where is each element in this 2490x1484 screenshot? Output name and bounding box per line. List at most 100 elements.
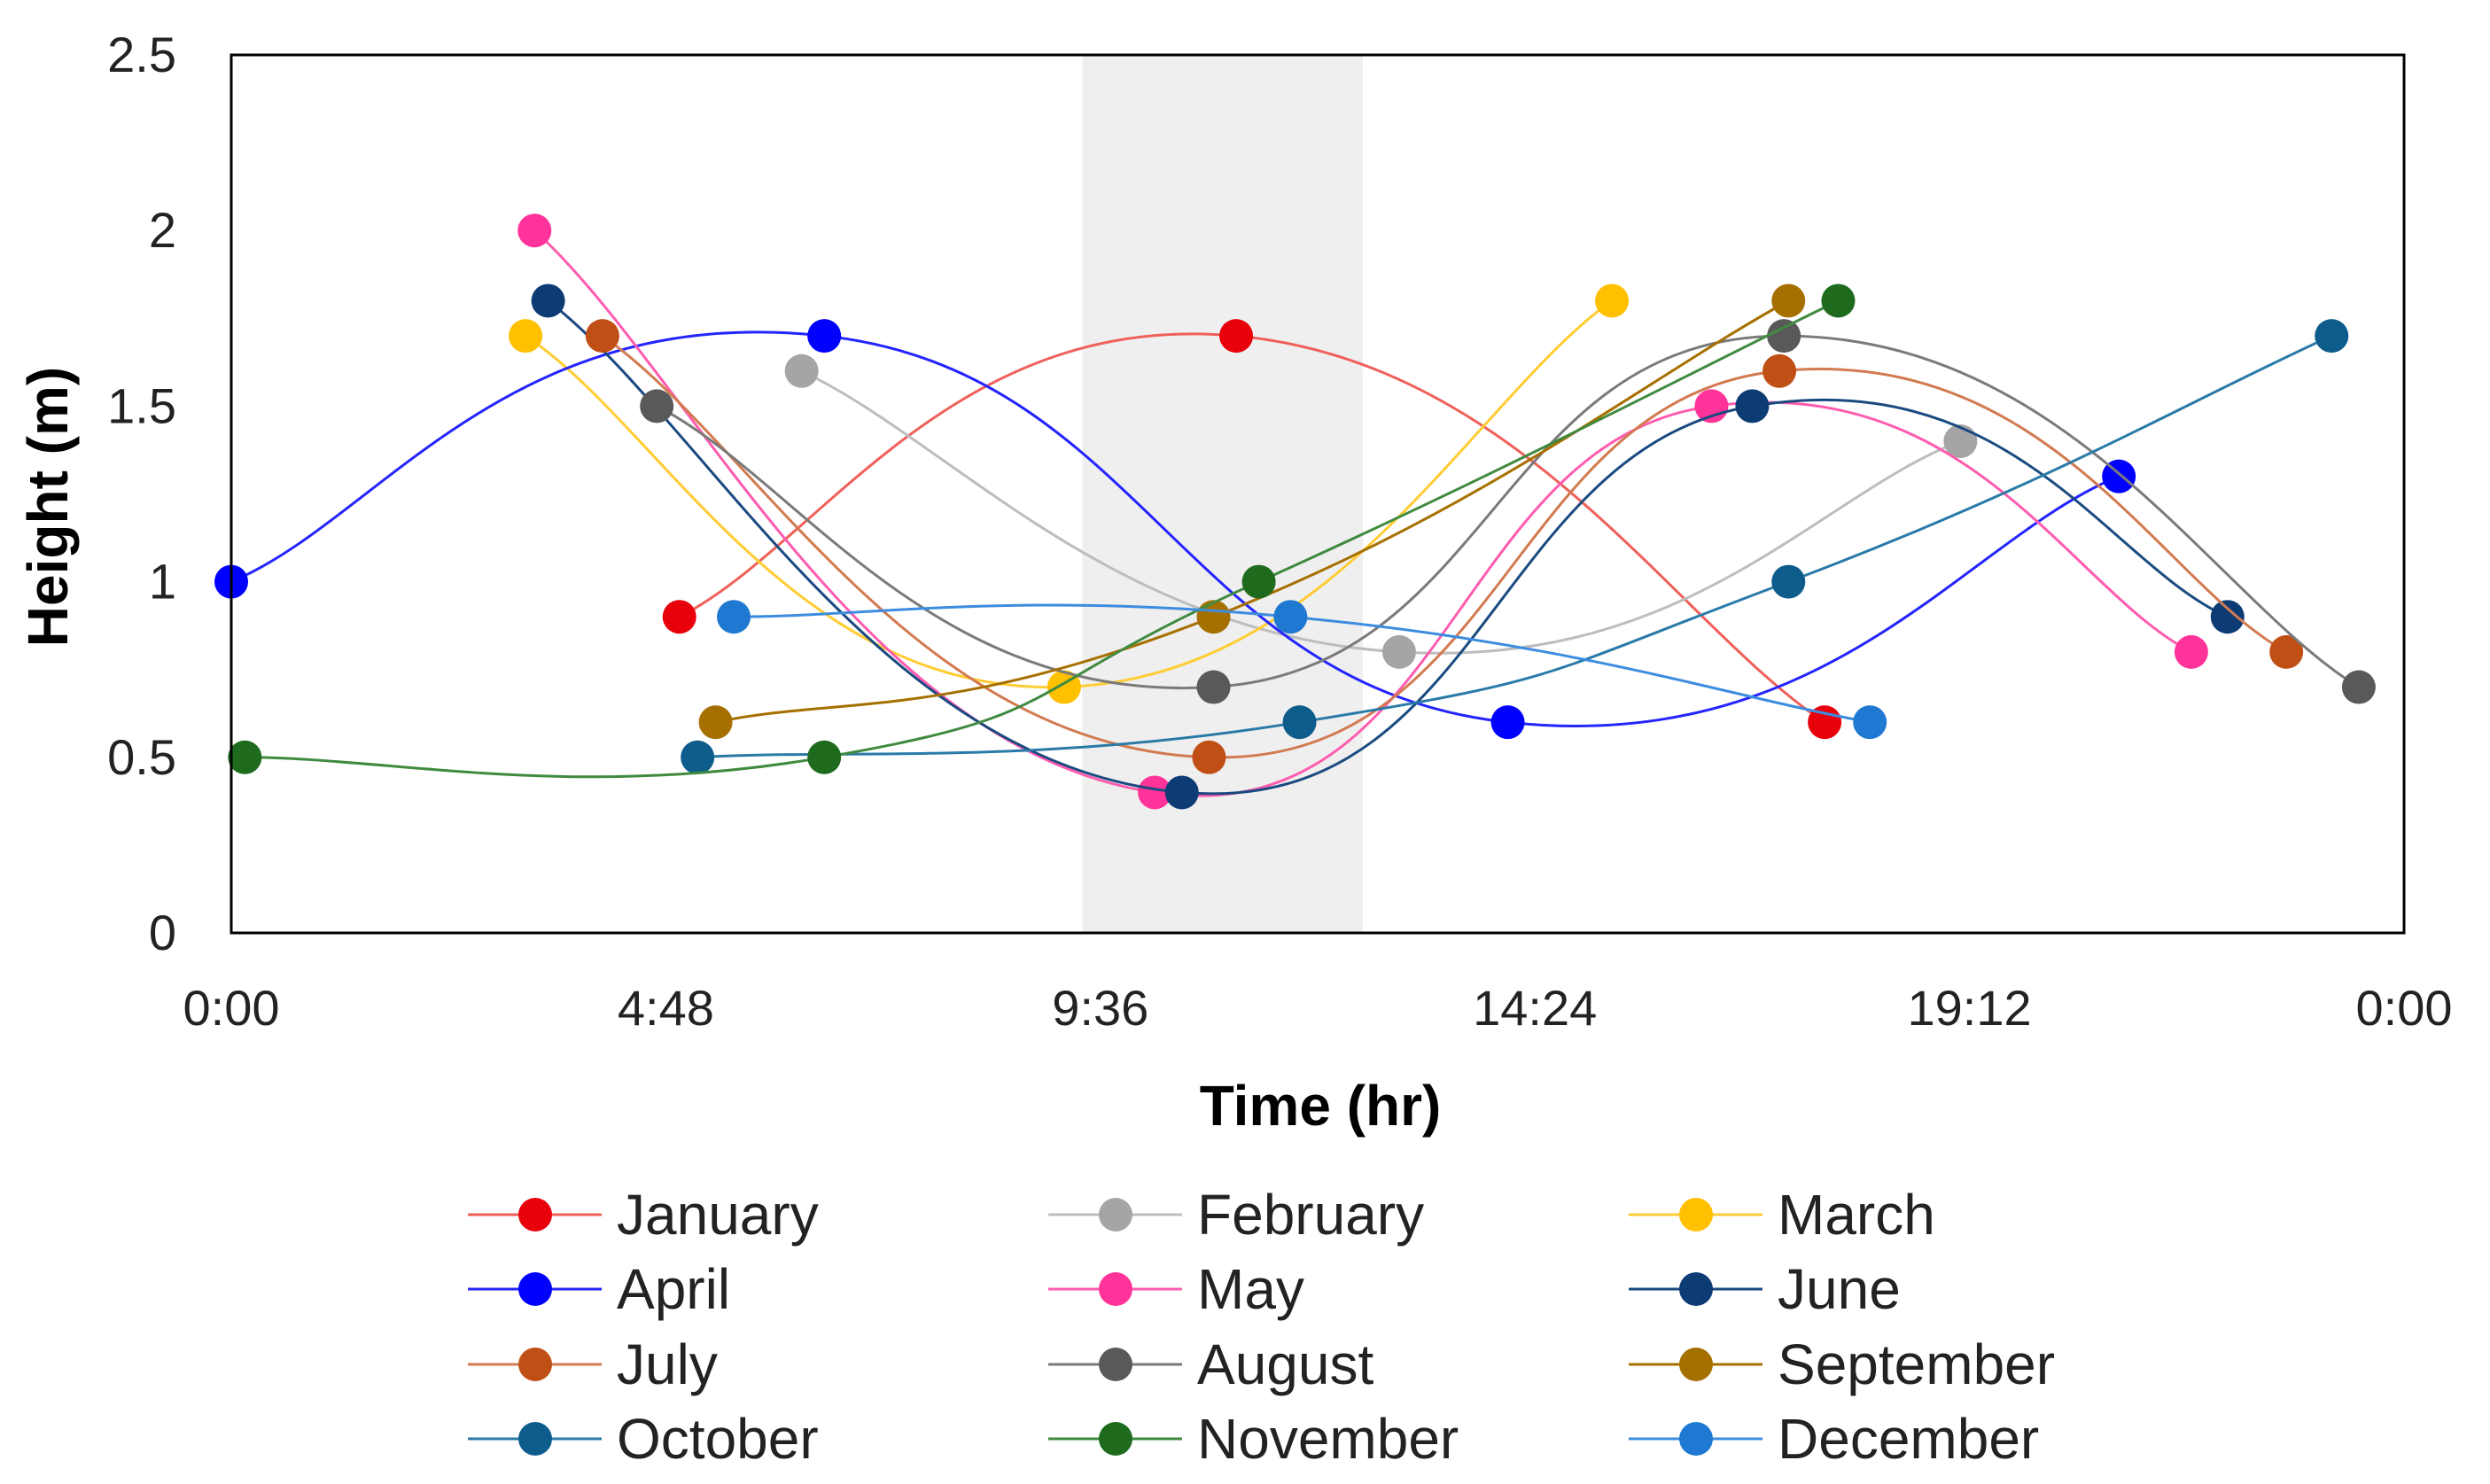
y-tick-label: 1.5 (107, 377, 176, 433)
legend-label: May (1197, 1257, 1304, 1321)
y-tick-label: 1 (149, 554, 176, 610)
data-point-september (698, 705, 733, 740)
data-point-january (1219, 319, 1254, 354)
data-point-october (2315, 319, 2349, 354)
series-july (585, 319, 2304, 774)
y-tick-label: 2.5 (107, 27, 176, 82)
data-point-december (1273, 600, 1308, 634)
legend-label: September (1778, 1332, 2055, 1396)
legend-item-march: March (1629, 1183, 1935, 1247)
legend-item-january: January (468, 1183, 819, 1247)
series-line-october (697, 334, 2332, 759)
shaded-band (1082, 55, 1364, 933)
legend-item-august: August (1048, 1332, 1373, 1396)
legend-item-may: May (1048, 1257, 1304, 1321)
legend-item-september: September (1629, 1332, 2055, 1396)
data-point-march (1595, 284, 1630, 318)
legend-item-june: June (1629, 1257, 1901, 1321)
data-point-november (228, 740, 262, 774)
legend-marker (518, 1348, 552, 1381)
data-point-october (1282, 705, 1317, 740)
data-point-february (1943, 424, 1978, 459)
data-point-september (1771, 284, 1806, 318)
x-tick-label: 19:12 (1908, 980, 2032, 1036)
series-may (517, 214, 2208, 810)
series-line-february (800, 369, 1961, 655)
x-tick-label: 0:00 (183, 980, 280, 1036)
shaded-band-layer (1082, 55, 1364, 933)
legend-marker (518, 1422, 552, 1456)
series-line-august (656, 334, 2360, 690)
series-line-june (547, 299, 2229, 796)
legend-item-october: October (468, 1407, 819, 1471)
data-point-august (1196, 670, 1231, 704)
data-point-may (1138, 775, 1172, 810)
data-point-may (2174, 634, 2208, 669)
legend-label: April (617, 1257, 730, 1321)
y-tick-label: 2 (149, 202, 176, 258)
legend: January February March April May June July Augu… (468, 1183, 2055, 1471)
series-layer (214, 214, 2376, 810)
legend-marker (1099, 1422, 1132, 1456)
data-point-august (2341, 670, 2376, 704)
x-axis-title: Time (hr) (1200, 1074, 1442, 1138)
data-point-october (681, 740, 715, 774)
data-point-july (585, 319, 619, 354)
data-point-august (640, 389, 674, 423)
legend-marker (1679, 1272, 1713, 1306)
x-axis-ticks: 0:00 4:48 9:36 14:24 19:12 0:00 (183, 980, 2453, 1036)
data-point-december (717, 600, 751, 634)
data-point-january (662, 600, 696, 634)
legend-label: February (1197, 1183, 1424, 1247)
legend-item-july: July (468, 1332, 718, 1396)
data-point-february (1381, 634, 1416, 669)
data-point-august (1767, 319, 1801, 354)
series-august (640, 319, 2376, 704)
data-point-july (1192, 740, 1226, 774)
legend-item-april: April (468, 1257, 730, 1321)
data-point-june (1735, 389, 1770, 423)
legend-item-november: November (1048, 1407, 1459, 1471)
data-point-july (2269, 634, 2304, 669)
data-point-april (1490, 705, 1525, 740)
legend-label: July (617, 1332, 718, 1396)
legend-item-february: February (1048, 1183, 1424, 1247)
y-tick-label: 0 (149, 905, 176, 960)
series-line-july (602, 334, 2287, 759)
series-november (228, 284, 1856, 779)
legend-marker (1099, 1272, 1132, 1306)
legend-label: January (617, 1183, 819, 1247)
series-june (531, 284, 2245, 810)
x-tick-label: 9:36 (1052, 980, 1148, 1036)
x-tick-label: 0:00 (2356, 980, 2453, 1036)
legend-label: August (1197, 1332, 1373, 1396)
plot-area-frame (230, 53, 2406, 935)
series-december (717, 600, 1887, 740)
legend-marker (1679, 1348, 1713, 1381)
data-point-september (1196, 600, 1231, 634)
data-point-april (807, 319, 842, 354)
data-point-november (1241, 564, 1276, 599)
legend-item-december: December (1629, 1407, 2039, 1471)
legend-label: March (1778, 1183, 1935, 1247)
legend-marker (1099, 1348, 1132, 1381)
data-point-december (1853, 705, 1887, 740)
legend-marker (1679, 1198, 1713, 1231)
data-point-november (1821, 284, 1856, 318)
series-march (509, 284, 1630, 704)
legend-label: June (1778, 1257, 1901, 1321)
series-line-april (230, 330, 2120, 727)
y-axis-title: Height (m) (16, 367, 80, 647)
series-line-may (533, 229, 2192, 797)
data-point-june (2210, 600, 2245, 634)
y-tick-label: 0.5 (107, 729, 176, 785)
legend-marker (518, 1198, 552, 1231)
series-february (784, 354, 1978, 669)
data-point-november (807, 740, 842, 774)
series-october (681, 319, 2349, 774)
legend-marker (1679, 1422, 1713, 1456)
legend-marker (518, 1272, 552, 1306)
series-line-november (245, 299, 1840, 779)
data-point-march (509, 319, 543, 354)
